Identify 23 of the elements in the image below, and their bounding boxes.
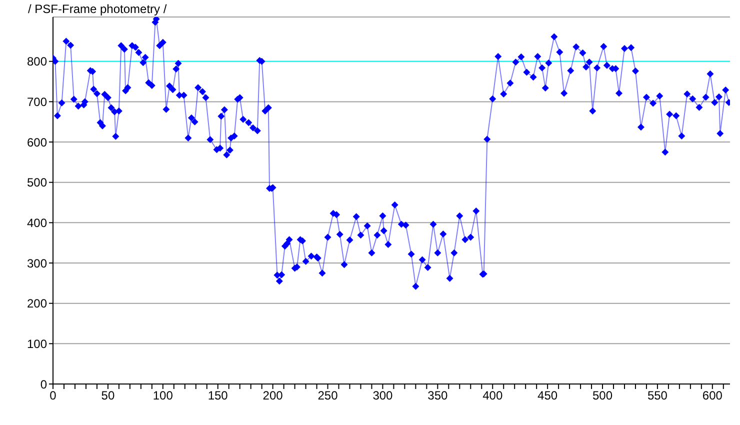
y-tick-label: 400 [26,216,48,230]
y-tick-label: 200 [26,296,48,311]
y-tick-label: 100 [26,336,48,351]
x-tick-label: 250 [318,388,338,403]
x-tick-label: 0 [50,388,57,403]
y-tick-label: 700 [26,94,48,109]
chart-title: / PSF-Frame photometry / [28,2,167,16]
x-tick-label: 150 [208,388,228,403]
x-tick-label: 50 [101,388,115,403]
x-tick-label: 100 [152,388,174,403]
x-tick-label: 500 [592,388,613,403]
x-tick-label: 600 [702,388,723,403]
x-tick-label: 550 [647,388,668,403]
x-tick-label: 400 [482,388,503,403]
x-tick-label: 200 [262,388,284,403]
y-tick-label: 300 [26,256,48,270]
x-tick-label: 300 [372,388,394,403]
y-tick-label: 800 [26,54,48,69]
x-tick-label: 350 [428,388,448,403]
y-tick-label: 500 [26,176,48,190]
x-tick-label: 450 [538,388,558,403]
y-tick-label: 0 [40,377,48,392]
y-tick-label: 600 [26,135,48,150]
